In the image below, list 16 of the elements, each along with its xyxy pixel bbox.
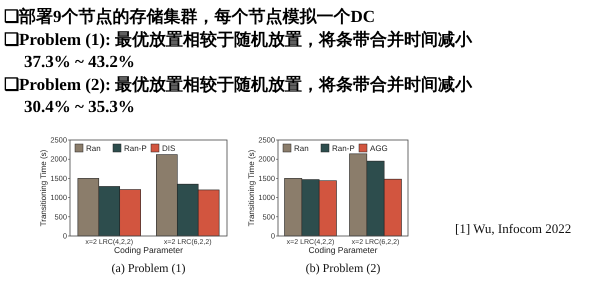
legend-label: AGG (370, 144, 388, 153)
text: (b) Problem (2) (306, 261, 380, 275)
legend-label: Ran-P (332, 144, 355, 153)
x-axis-title: Coding Parameter (114, 245, 184, 255)
legend-label: Ran-P (124, 144, 147, 153)
text: ❑部署9个节点的存储集群，每个节点模拟一个DC (4, 7, 376, 26)
legend-label: Ran (294, 144, 309, 153)
legend-label: Ran (86, 144, 101, 153)
x-axis-title: Coding Parameter (308, 245, 378, 255)
legend-label: DIS (162, 144, 176, 153)
text: (a) Problem (1) (112, 261, 186, 275)
text: ❑Problem (2): 最优放置相较于随机放置，将条带合并时间减小 30.4% ~ 35.3% (4, 75, 473, 116)
text: ❑Problem (1): 最优放置相较于随机放置，将条带合并时间减小 37.3% ~ 43.2% (4, 30, 473, 71)
y-axis-title: Transitioning Time (s) (247, 149, 256, 226)
text: [1] Wu, Infocom 2022 (455, 221, 572, 236)
y-axis-title: Transitioning Time (s) (39, 149, 48, 226)
